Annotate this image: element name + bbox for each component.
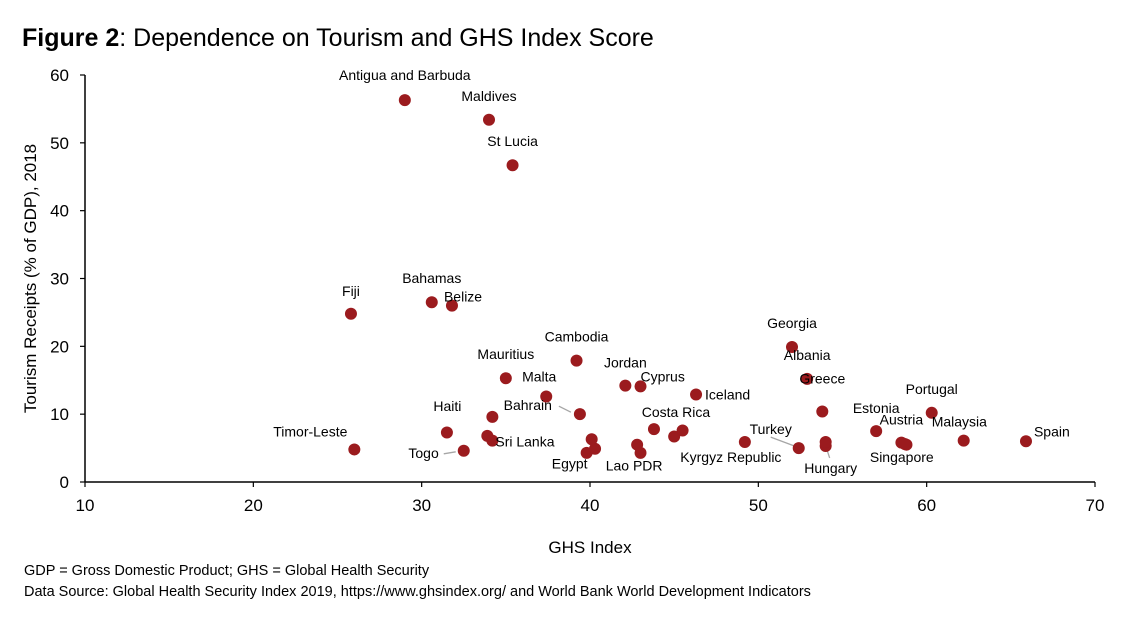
point-label: Kyrgyz Republic (680, 449, 781, 465)
data-point (816, 405, 829, 418)
point-label: Cambodia (545, 329, 609, 345)
point-label: Singapore (870, 449, 934, 465)
x-axis-title: GHS Index (548, 538, 632, 557)
y-tick-label: 0 (60, 473, 69, 492)
point-label: Portugal (906, 381, 958, 397)
footnote-source: Data Source: Global Health Security Inde… (24, 584, 811, 600)
data-point (499, 372, 512, 385)
y-tick-label: 30 (50, 270, 69, 289)
data-point (870, 425, 883, 438)
point-label: Cyprus (641, 368, 685, 384)
point-label: Spain (1034, 423, 1070, 439)
point-label: Togo (408, 445, 439, 461)
y-tick-label: 10 (50, 405, 69, 424)
data-point (690, 388, 703, 401)
data-point (348, 443, 361, 456)
point-label: Costa Rica (642, 404, 711, 420)
x-tick-label: 10 (76, 496, 95, 515)
point-label: Haiti (433, 398, 461, 414)
data-point (457, 444, 470, 457)
x-tick-label: 30 (412, 496, 431, 515)
leader-line (443, 451, 456, 455)
point-label: Maldives (461, 88, 516, 104)
point-label: Malta (522, 369, 556, 385)
data-point (738, 435, 751, 448)
data-point (570, 354, 583, 367)
data-point (898, 438, 911, 451)
y-tick-label: 40 (50, 202, 69, 221)
data-point (957, 434, 970, 447)
data-point (1019, 435, 1032, 448)
data-point (589, 442, 602, 455)
x-tick-label: 20 (244, 496, 263, 515)
data-point (486, 410, 499, 423)
point-label: Greece (799, 370, 845, 386)
data-point (573, 408, 586, 421)
y-axis-title: Tourism Receipts (% of GDP), 2018 (21, 144, 40, 413)
figure-title-text: : Dependence on Tourism and GHS Index Sc… (119, 24, 654, 52)
figure-title: Figure 2: Dependence on Tourism and GHS … (22, 24, 654, 53)
point-label: Belize (444, 289, 482, 305)
point-label: Malaysia (932, 414, 987, 430)
leader-line (770, 436, 795, 447)
point-label: Egypt (552, 455, 588, 471)
point-label: Georgia (767, 315, 817, 331)
point-label: Iceland (705, 386, 750, 402)
leader-line (558, 405, 572, 413)
data-point (585, 433, 598, 446)
point-label: Austria (880, 412, 924, 428)
footnote-abbreviations: GDP = Gross Domestic Product; GHS = Glob… (24, 563, 430, 579)
data-point (786, 341, 798, 354)
x-tick-label: 40 (581, 496, 600, 515)
data-point (445, 299, 458, 312)
data-point (344, 307, 357, 320)
point-label: Jordan (604, 355, 647, 371)
point-label: Lao PDR (606, 458, 663, 474)
point-label: Sri Lanka (495, 434, 554, 450)
y-tick-label: 20 (50, 337, 69, 356)
data-markers (344, 94, 1032, 459)
point-label: Estonia (853, 400, 900, 416)
data-point (506, 159, 519, 172)
data-point (483, 113, 495, 126)
y-tick-label: 50 (50, 134, 69, 153)
x-tick-label: 50 (749, 496, 768, 515)
point-label: Turkey (750, 421, 792, 437)
scatter-chart: 0 10 20 30 40 50 60 10 20 30 40 50 60 70 GHS Index Tour… (21, 66, 1104, 557)
data-point (801, 372, 814, 385)
axes: 0 10 20 30 40 50 60 10 20 30 40 50 60 70 GHS Index Tour… (21, 66, 1104, 557)
data-point (634, 380, 647, 393)
data-point (425, 296, 438, 309)
data-point (540, 390, 553, 403)
data-point (925, 406, 938, 419)
point-label: Hungary (804, 460, 857, 476)
point-label: St Lucia (487, 133, 538, 149)
data-point (819, 435, 832, 448)
point-label: Bahrain (504, 397, 552, 413)
data-point (631, 438, 644, 451)
data-point (676, 424, 689, 437)
x-tick-label: 60 (917, 496, 936, 515)
data-point (486, 434, 499, 447)
data-point (619, 379, 632, 392)
point-label: Timor-Leste (273, 423, 347, 439)
figure-number: Figure 2 (22, 24, 120, 52)
point-label: Fiji (342, 283, 360, 299)
point-labels: Antigua and Barbuda Maldives St Lucia Fiji B… (273, 67, 1070, 476)
y-tick-label: 60 (50, 66, 69, 85)
data-point (647, 423, 660, 436)
point-label: Antigua and Barbuda (339, 67, 471, 83)
x-tick-label: 70 (1086, 496, 1105, 515)
data-point (398, 94, 411, 107)
point-label: Albania (784, 347, 831, 363)
data-point (792, 442, 805, 455)
point-label: Mauritius (477, 346, 534, 362)
point-label: Bahamas (402, 270, 461, 286)
data-point (668, 430, 681, 443)
data-point (440, 426, 453, 439)
